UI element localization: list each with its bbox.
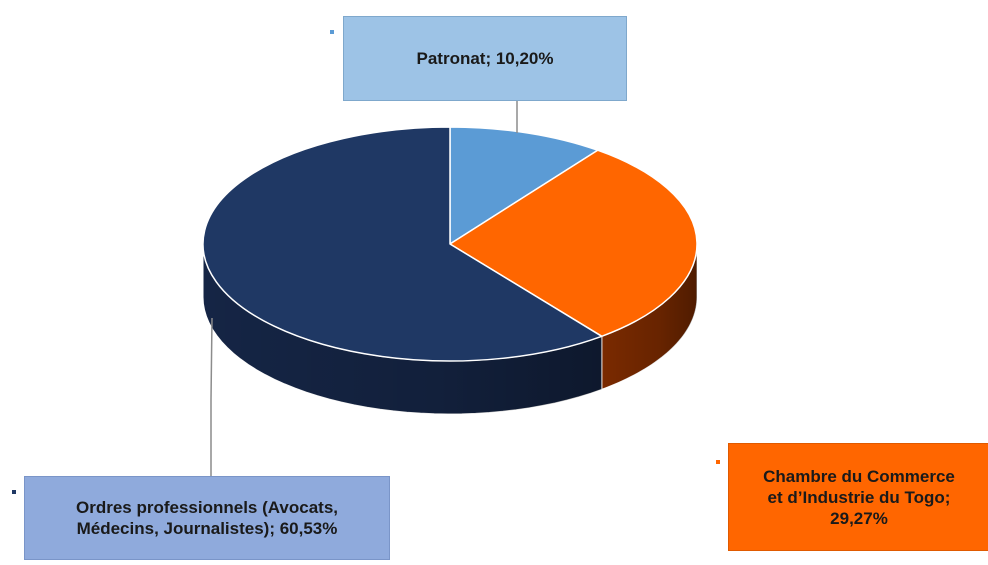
pie-side-shade-ordres (203, 244, 602, 414)
pie-side-shade-chambre (601, 244, 697, 390)
slice-label-patronat-text: Patronat; 10,20% (416, 49, 554, 68)
slice-label-patronat: Patronat; 10,20% (343, 16, 627, 101)
slice-label-ordres-text: Ordres professionnels (Avocats, Médecins… (75, 498, 338, 538)
leader-line-ordres (210, 317, 213, 476)
chambre-legend-marker (716, 460, 720, 464)
pie-slice-chambre (449, 149, 698, 338)
slice-label-ordres: Ordres professionnels (Avocats, Médecins… (24, 476, 390, 560)
ordres-legend-marker (12, 490, 16, 494)
pie-slice-ordres (202, 126, 603, 362)
slice-label-chambre: Chambre du Commerce et d’Industrie du To… (728, 443, 988, 551)
patronat-legend-marker (330, 30, 334, 34)
slice-label-chambre-text: Chambre du Commerce et d’Industrie du To… (763, 466, 955, 528)
pie-slice-patronat (449, 126, 599, 245)
